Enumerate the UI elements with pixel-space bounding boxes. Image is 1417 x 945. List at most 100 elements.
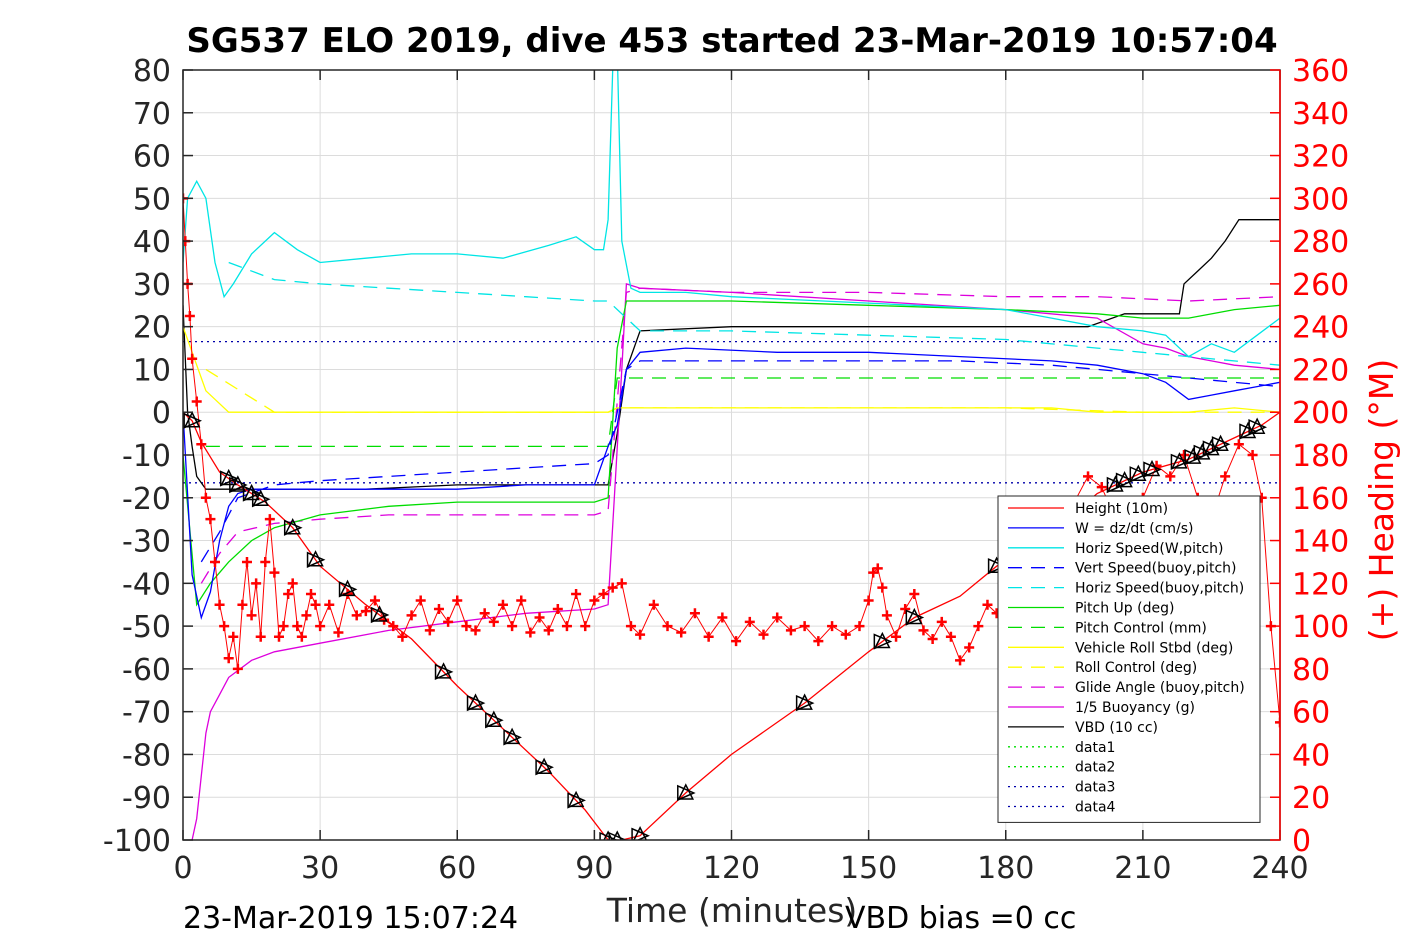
marker-triangle-right — [485, 712, 504, 729]
marker-triangle-up — [677, 783, 695, 800]
heading-point — [214, 599, 225, 610]
marker-triangle-right — [183, 412, 203, 429]
heading-point — [854, 621, 865, 632]
legend-box — [997, 495, 1261, 823]
marker-triangle-up — [796, 693, 813, 710]
marker-triangle-up — [485, 710, 503, 727]
heading-point — [607, 582, 618, 593]
marker-triangle-right — [608, 831, 628, 840]
y-tick-label-left: -70 — [122, 696, 171, 731]
y-tick-label-left: 60 — [133, 140, 171, 175]
marker-triangle-right — [251, 491, 271, 508]
series-line — [183, 300, 1280, 607]
y-tick-label-right: 40 — [1292, 738, 1330, 773]
heading-point — [360, 606, 371, 617]
y-tick-label-left: -50 — [122, 610, 171, 645]
marker-triangle-right — [370, 606, 390, 624]
heading-point — [945, 631, 956, 642]
x-tick-label: 210 — [1114, 851, 1171, 886]
heading-point — [315, 621, 326, 632]
marker-triangle-right — [434, 663, 454, 681]
heading-point — [246, 610, 257, 621]
heading-point — [273, 631, 284, 642]
marker-triangle-right — [1129, 466, 1149, 483]
y-tick-label-right: 240 — [1292, 311, 1349, 346]
heading-point — [196, 439, 207, 450]
heading-point — [223, 653, 234, 664]
marker-triangle-right — [905, 609, 925, 626]
legend-label: Pitch Control (mm) — [1075, 620, 1207, 636]
legend-label: data2 — [1075, 760, 1115, 776]
y-tick-label-left: -10 — [122, 439, 171, 474]
heading-point — [891, 631, 902, 642]
heading-point — [635, 629, 646, 640]
y-tick-label-left: -20 — [122, 482, 171, 517]
marker-triangle-right — [1239, 423, 1258, 440]
marker-triangle-right — [1211, 436, 1231, 453]
y-axis-right-label: (+) Heading (°M) — [1362, 359, 1401, 641]
marker-triangle-up — [307, 550, 324, 567]
marker-triangle-right — [567, 792, 586, 809]
marker-triangle-up — [1143, 459, 1161, 477]
heading-point — [1275, 717, 1280, 728]
heading-point — [717, 612, 728, 623]
heading-point — [1165, 471, 1176, 482]
series-line — [228, 261, 1280, 366]
marker-triangle-up — [467, 693, 484, 710]
y-tick-label-left: -80 — [122, 738, 171, 773]
y-tick-label-right: 280 — [1292, 225, 1349, 260]
marker-triangle-right — [503, 729, 522, 746]
x-tick-label: 150 — [840, 851, 897, 886]
y-tick-label-right: 360 — [1292, 54, 1349, 89]
y-tick-label-left: 50 — [133, 182, 171, 217]
y-tick-label-left: 30 — [133, 268, 171, 303]
y-tick-label-right: 60 — [1292, 696, 1330, 731]
legend-label: data1 — [1075, 740, 1115, 756]
heading-point — [507, 621, 518, 632]
y-tick-label-left: 40 — [133, 225, 171, 260]
heading-point — [424, 625, 435, 636]
heading-point — [184, 310, 195, 321]
marker-triangle-up — [567, 790, 585, 808]
x-tick-label: 120 — [703, 851, 760, 886]
marker-triangle-right — [1115, 472, 1135, 489]
heading-point — [813, 636, 824, 647]
y-tick-label-right: 220 — [1292, 353, 1349, 388]
chart-title: SG537 ELO 2019, dive 453 started 23-Mar-… — [186, 21, 1277, 61]
legend-label: data3 — [1075, 780, 1115, 796]
marker-triangle-right — [795, 694, 815, 712]
y-tick-label-right: 160 — [1292, 482, 1349, 517]
legend-label: Glide Angle (buoy,pitch) — [1075, 680, 1245, 696]
heading-point — [616, 578, 627, 589]
marker-triangle-right — [466, 694, 486, 712]
marker-triangle-up — [603, 830, 613, 840]
heading-point — [676, 627, 687, 638]
x-tick-label: 30 — [301, 851, 339, 886]
y-tick-label-left: -90 — [122, 781, 171, 816]
y-tick-label-left: -60 — [122, 653, 171, 688]
footer-vbd-bias: VBD bias =0 cc — [845, 901, 1076, 936]
heading-point — [310, 599, 321, 610]
heading-point — [388, 621, 399, 632]
marker-triangle-up — [252, 489, 269, 506]
heading-point — [497, 599, 508, 610]
y-tick-label-left: 20 — [133, 311, 171, 346]
legend-label: W = dz/dt (cm/s) — [1075, 521, 1194, 537]
heading-point — [369, 595, 380, 606]
heading-point — [589, 595, 600, 606]
heading-point — [516, 595, 527, 606]
legend-label: 1/5 Buoyancy (g) — [1075, 700, 1195, 716]
x-tick-label: 60 — [438, 851, 476, 886]
heading-point — [973, 621, 984, 632]
heading-point — [241, 556, 252, 567]
legend: Height (10m) W = dz/dt (cm/s) Horiz Speed(… — [997, 495, 1261, 823]
heading-point — [936, 616, 947, 627]
marker-triangle-up — [435, 662, 452, 679]
marker-triangle-up — [1212, 434, 1229, 452]
heading-point — [662, 621, 673, 632]
heading-point — [191, 396, 202, 407]
marker-triangle-right — [1184, 448, 1204, 466]
series-line — [191, 283, 1280, 840]
heading-point — [461, 621, 472, 632]
heading-point — [232, 663, 243, 674]
